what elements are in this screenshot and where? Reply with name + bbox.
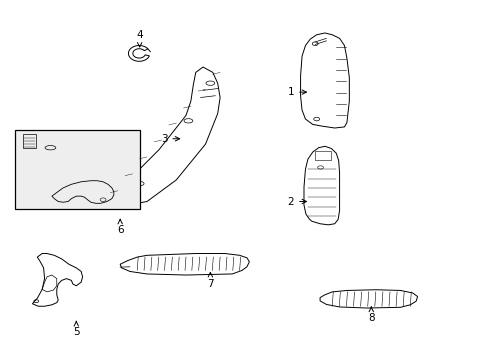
Text: 5: 5 <box>73 321 80 337</box>
Bar <box>15 130 140 209</box>
Text: 7: 7 <box>206 273 213 289</box>
Text: 8: 8 <box>367 307 374 323</box>
Text: 2: 2 <box>287 197 306 207</box>
Bar <box>315 151 330 160</box>
Text: 4: 4 <box>136 30 142 47</box>
Bar <box>22 134 36 148</box>
Text: 1: 1 <box>287 87 306 97</box>
Text: 3: 3 <box>161 134 179 144</box>
Text: 6: 6 <box>117 219 123 235</box>
